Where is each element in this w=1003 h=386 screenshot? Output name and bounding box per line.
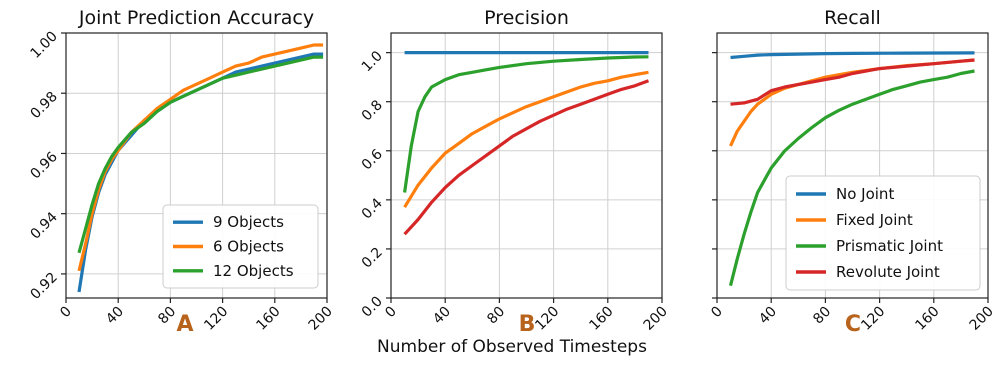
y-tick-label: 0.6 xyxy=(359,146,386,173)
x-tick-label: 160 xyxy=(912,304,942,334)
series-line-no-joint xyxy=(730,51,975,60)
x-tick-label: 200 xyxy=(967,304,997,334)
chart-title: Recall xyxy=(824,7,881,29)
x-tick-label: 160 xyxy=(586,304,616,334)
y-tick-label: 0.94 xyxy=(27,209,60,242)
chart-title: Joint Prediction Accuracy xyxy=(78,7,314,29)
panel-b: 0 40 80 120 160 200 0.0 0.2 0.4 0.6 0.8 1.0 Precisio… xyxy=(359,7,671,337)
legend-label: Fixed Joint xyxy=(836,211,913,229)
x-tick-label: 80 xyxy=(484,304,508,328)
legend-label: 6 Objects xyxy=(213,238,284,256)
legend-box xyxy=(162,204,319,289)
y-tick-label: 0.4 xyxy=(359,195,386,222)
x-tick-label: 160 xyxy=(253,304,283,334)
legend-box xyxy=(785,175,981,291)
series-line-prismatic-joint xyxy=(728,69,975,287)
legend-label: Revolute Joint xyxy=(836,263,940,281)
x-tick-label: 0 xyxy=(382,304,400,322)
axes-frame xyxy=(390,32,663,299)
y-tick-label: 0.96 xyxy=(27,149,60,182)
y-tick-label: 0.92 xyxy=(27,269,60,302)
x-tick-label: 40 xyxy=(756,304,780,328)
axes-frame xyxy=(65,32,328,299)
series-line-prismatic-joint xyxy=(403,55,649,193)
x-tick-label: 200 xyxy=(306,304,336,334)
y-tick-label: 1.0 xyxy=(359,48,386,75)
x-tick-label: 120 xyxy=(858,304,888,334)
y-tick-label: 0.98 xyxy=(27,89,60,122)
legend-label: No Joint xyxy=(836,185,894,203)
axes-frame xyxy=(716,32,989,299)
x-tick-label: 120 xyxy=(201,304,231,334)
x-tick-label: 200 xyxy=(641,304,671,334)
y-tick-label: 1.00 xyxy=(27,29,60,62)
series-line-12-objects xyxy=(77,55,324,254)
shared-x-axis-label: Number of Observed Timesteps xyxy=(377,337,647,357)
legend-label: Prismatic Joint xyxy=(836,237,943,255)
y-tick-label: 0.2 xyxy=(359,244,386,271)
panel-a: 0 40 80 120 160 2000.920.940.960.981.00Joint … xyxy=(27,7,335,337)
panel-label: B xyxy=(519,312,536,337)
panel-c: 0 40 80 120 160 200 Recall C No Joint Fixed Joint… xyxy=(708,7,997,337)
x-tick-label: 0 xyxy=(57,304,75,322)
x-tick-label: 40 xyxy=(430,304,454,328)
y-tick-label: 0.0 xyxy=(359,294,386,321)
legend-label: 12 Objects xyxy=(213,262,294,280)
legend-label: 9 Objects xyxy=(213,213,284,231)
series-line-revolute-joint xyxy=(403,79,650,236)
chart-title: Precision xyxy=(484,7,569,29)
series-line-revolute-joint xyxy=(730,58,975,106)
legend: No Joint Fixed Joint Prismatic Joint Revolu… xyxy=(785,175,981,291)
x-tick-label: 80 xyxy=(810,304,834,328)
series-line-fixed-joint xyxy=(403,70,649,209)
legend: 9 Objects 6 Objects 12 Objects xyxy=(162,204,319,289)
x-tick-label: 120 xyxy=(532,304,562,334)
series-line-6-objects xyxy=(77,43,324,272)
panel-label: A xyxy=(176,312,193,337)
panel-label: C xyxy=(845,312,861,337)
x-tick-label: 40 xyxy=(103,304,127,328)
y-tick-label: 0.8 xyxy=(359,97,386,124)
x-tick-label: 0 xyxy=(708,304,726,322)
